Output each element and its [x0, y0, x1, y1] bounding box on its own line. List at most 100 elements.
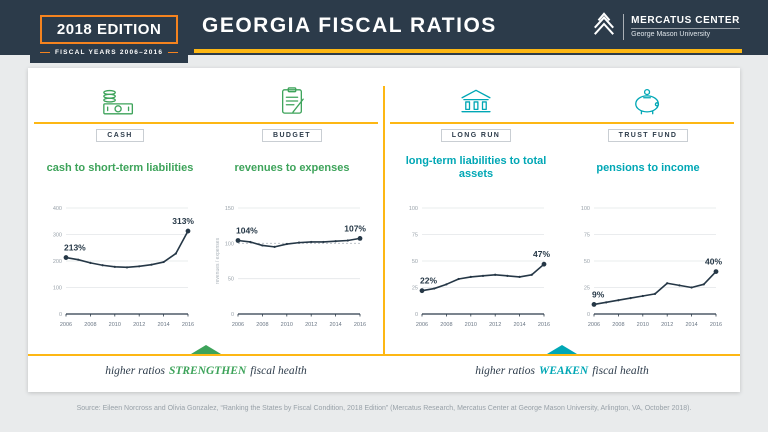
svg-text:2014: 2014: [685, 322, 697, 328]
svg-text:50: 50: [412, 259, 418, 265]
svg-text:2012: 2012: [489, 322, 501, 328]
charts-card: CASH BUDGET cash to short-term liabiliti…: [28, 68, 740, 392]
footer-rule-right: [384, 345, 740, 356]
svg-text:2014: 2014: [157, 322, 169, 328]
svg-text:2016: 2016: [538, 322, 550, 328]
trust-fund-chart: 0 25 50 75 100 2006 2008 2010 2012 2014 2016 9% 40%: [581, 206, 723, 328]
dash-left: [40, 52, 50, 53]
svg-text:2006: 2006: [588, 322, 600, 328]
strengthen-caption: higher ratios STRENGTHEN fiscal health: [28, 365, 384, 377]
svg-text:313%: 313%: [172, 216, 194, 226]
weaken-section: LONG RUN TRUST FUND long-term liabilitie…: [384, 68, 740, 392]
strengthen-section: CASH BUDGET cash to short-term liabiliti…: [28, 68, 384, 392]
svg-text:22%: 22%: [420, 276, 437, 286]
svg-text:100: 100: [225, 241, 234, 247]
category-label-trust-fund: TRUST FUND: [607, 129, 689, 142]
budget-icon: [206, 86, 378, 116]
header-accent-rule: [194, 49, 742, 53]
long-run-chart: 0 25 50 75 100 2006 2008 2010 2012 2014 2016 22% 47%: [409, 206, 551, 328]
caption-prefix: higher ratios: [475, 365, 535, 377]
category-label-budget: BUDGET: [262, 129, 322, 142]
vertical-divider: [383, 86, 385, 356]
svg-text:2008: 2008: [612, 322, 624, 328]
svg-text:2010: 2010: [637, 322, 649, 328]
dash-right: [168, 52, 179, 53]
svg-text:47%: 47%: [533, 249, 550, 259]
svg-text:9%: 9%: [592, 289, 605, 299]
long-run-chart-title: long-term liabilities to total assets: [405, 155, 547, 180]
svg-text:150: 150: [225, 206, 234, 212]
svg-text:107%: 107%: [344, 223, 366, 233]
amber-rule-left: [34, 122, 378, 124]
svg-text:2010: 2010: [465, 322, 477, 328]
svg-text:0: 0: [587, 312, 590, 318]
svg-text:0: 0: [59, 312, 62, 318]
category-label-long-run: LONG RUN: [440, 129, 512, 142]
caption-emphasis: STRENGTHEN: [168, 365, 247, 377]
svg-text:2006: 2006: [232, 322, 244, 328]
svg-text:104%: 104%: [236, 226, 258, 236]
svg-text:2008: 2008: [84, 322, 96, 328]
budget-chart-title: revenues to expenses: [234, 161, 350, 174]
weaken-footer: higher ratios WEAKEN fiscal health: [384, 345, 740, 392]
caption-prefix: higher ratios: [105, 365, 165, 377]
budget-chart: 0 50 100 150 2006 2008 2010 2012 2014 2016 revenue…: [215, 206, 366, 328]
logo-name: MERCATUS CENTER: [631, 15, 740, 26]
svg-text:100: 100: [409, 206, 418, 212]
logo-divider: [623, 13, 625, 40]
svg-text:revenues / expenses: revenues / expenses: [215, 237, 221, 284]
mercatus-logo: MERCATUS CENTER George Mason University: [592, 12, 740, 41]
svg-text:300: 300: [53, 233, 62, 239]
svg-text:2012: 2012: [133, 322, 145, 328]
svg-text:200: 200: [53, 259, 62, 265]
svg-text:2014: 2014: [513, 322, 525, 328]
fiscal-years-text: FISCAL YEARS 2006–2016: [55, 49, 164, 56]
svg-text:2006: 2006: [416, 322, 428, 328]
svg-text:2010: 2010: [281, 322, 293, 328]
trust-fund-icon: [562, 86, 734, 116]
source-citation: Source: Eileen Norcross and Olivia Gonza…: [76, 405, 692, 412]
svg-text:50: 50: [228, 277, 234, 283]
fiscal-years-label: FISCAL YEARS 2006–2016: [40, 49, 179, 56]
svg-text:100: 100: [581, 206, 590, 212]
trust-fund-panel: pensions to income 0 25 50 75 100 2006 2008 201…: [562, 152, 734, 334]
caption-emphasis: WEAKEN: [538, 365, 589, 377]
svg-text:2016: 2016: [354, 322, 366, 328]
svg-text:400: 400: [53, 206, 62, 212]
up-triangle-green-icon: [191, 345, 221, 354]
svg-text:2014: 2014: [329, 322, 341, 328]
svg-text:50: 50: [584, 259, 590, 265]
category-label-cash: CASH: [96, 129, 144, 142]
logo-subtitle: George Mason University: [631, 28, 740, 38]
svg-text:40%: 40%: [705, 257, 722, 267]
strengthen-footer: higher ratios STRENGTHEN fiscal health: [28, 345, 384, 392]
cash-chart: 0 100 200 300 400 2006 2008 2010 2012 2014 2016 213…: [53, 206, 195, 328]
up-triangle-teal-icon: [547, 345, 577, 354]
long-run-icon: [390, 86, 562, 116]
mercatus-chevron-icon: [592, 12, 616, 41]
page-title: GEORGIA FISCAL RATIOS: [202, 14, 497, 37]
svg-text:2008: 2008: [440, 322, 452, 328]
cash-icon: [34, 86, 206, 116]
svg-text:2008: 2008: [256, 322, 268, 328]
cash-panel: cash to short-term liabilities 0 100 200 30…: [34, 152, 206, 334]
caption-suffix: fiscal health: [250, 365, 307, 377]
svg-text:75: 75: [412, 233, 418, 239]
amber-rule-right: [390, 122, 734, 124]
footer-rule-left: [28, 345, 384, 356]
weaken-caption: higher ratios WEAKEN fiscal health: [384, 365, 740, 377]
svg-text:2006: 2006: [60, 322, 72, 328]
long-run-panel: long-term liabilities to total assets 0 2…: [390, 152, 562, 334]
svg-text:213%: 213%: [64, 243, 86, 253]
svg-text:0: 0: [415, 312, 418, 318]
svg-text:25: 25: [584, 286, 590, 292]
svg-text:2016: 2016: [710, 322, 722, 328]
edition-badge: 2018 EDITION FISCAL YEARS 2006–2016: [30, 9, 189, 63]
cash-chart-title: cash to short-term liabilities: [46, 161, 194, 174]
svg-text:2010: 2010: [109, 322, 121, 328]
caption-suffix: fiscal health: [592, 365, 649, 377]
edition-badge-label: 2018 EDITION: [40, 15, 179, 44]
svg-text:2012: 2012: [305, 322, 317, 328]
svg-text:2012: 2012: [661, 322, 673, 328]
